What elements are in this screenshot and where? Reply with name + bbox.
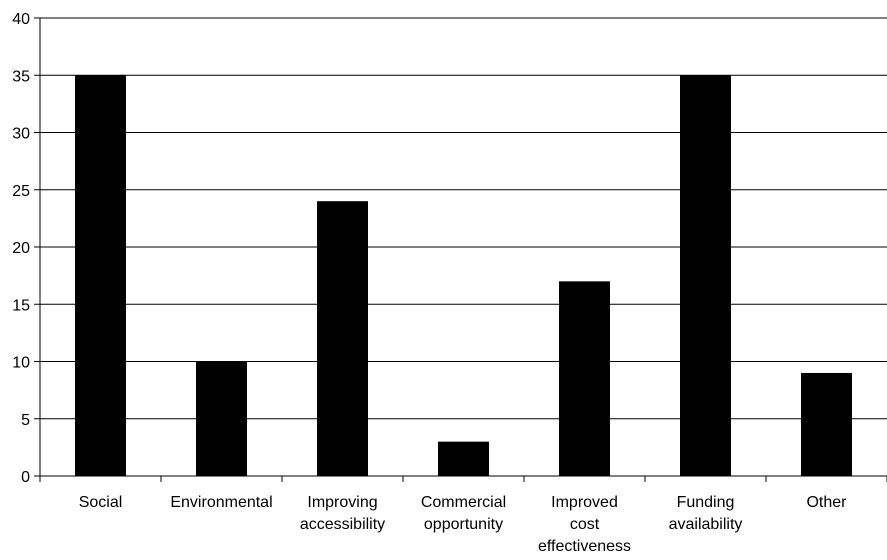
x-tick-label: Funding availability <box>669 494 743 533</box>
bar <box>559 281 610 476</box>
x-tick-label: Improved cost effectiveness <box>538 494 631 555</box>
y-tick-label: 15 <box>12 297 30 314</box>
bars <box>75 75 852 476</box>
bar <box>438 441 489 476</box>
x-tick-label: Other <box>806 494 847 511</box>
bar <box>196 361 247 476</box>
y-tick-label: 0 <box>21 469 30 486</box>
y-tick-label: 10 <box>12 355 30 372</box>
x-axis: Social Environmental Improving accessibilit… <box>39 475 887 555</box>
y-tick-label: 5 <box>21 412 30 429</box>
bar <box>75 75 126 476</box>
bar <box>680 75 731 476</box>
bar <box>317 201 368 476</box>
bar <box>801 372 852 476</box>
y-tick-label: 35 <box>12 68 30 85</box>
y-axis: 0 5 10 15 20 25 30 35 40 <box>12 11 41 486</box>
y-tick-label: 40 <box>12 11 30 28</box>
y-tick-label: 30 <box>12 126 30 143</box>
gridlines <box>40 17 887 420</box>
x-tick-label: Improving accessibility <box>300 494 385 533</box>
x-tick-label: Social <box>79 494 123 511</box>
x-tick-label: Environmental <box>170 494 272 511</box>
y-tick-label: 20 <box>12 240 30 257</box>
y-tick-label: 25 <box>12 183 30 200</box>
x-tick-label: Commercial opportunity <box>421 494 506 533</box>
